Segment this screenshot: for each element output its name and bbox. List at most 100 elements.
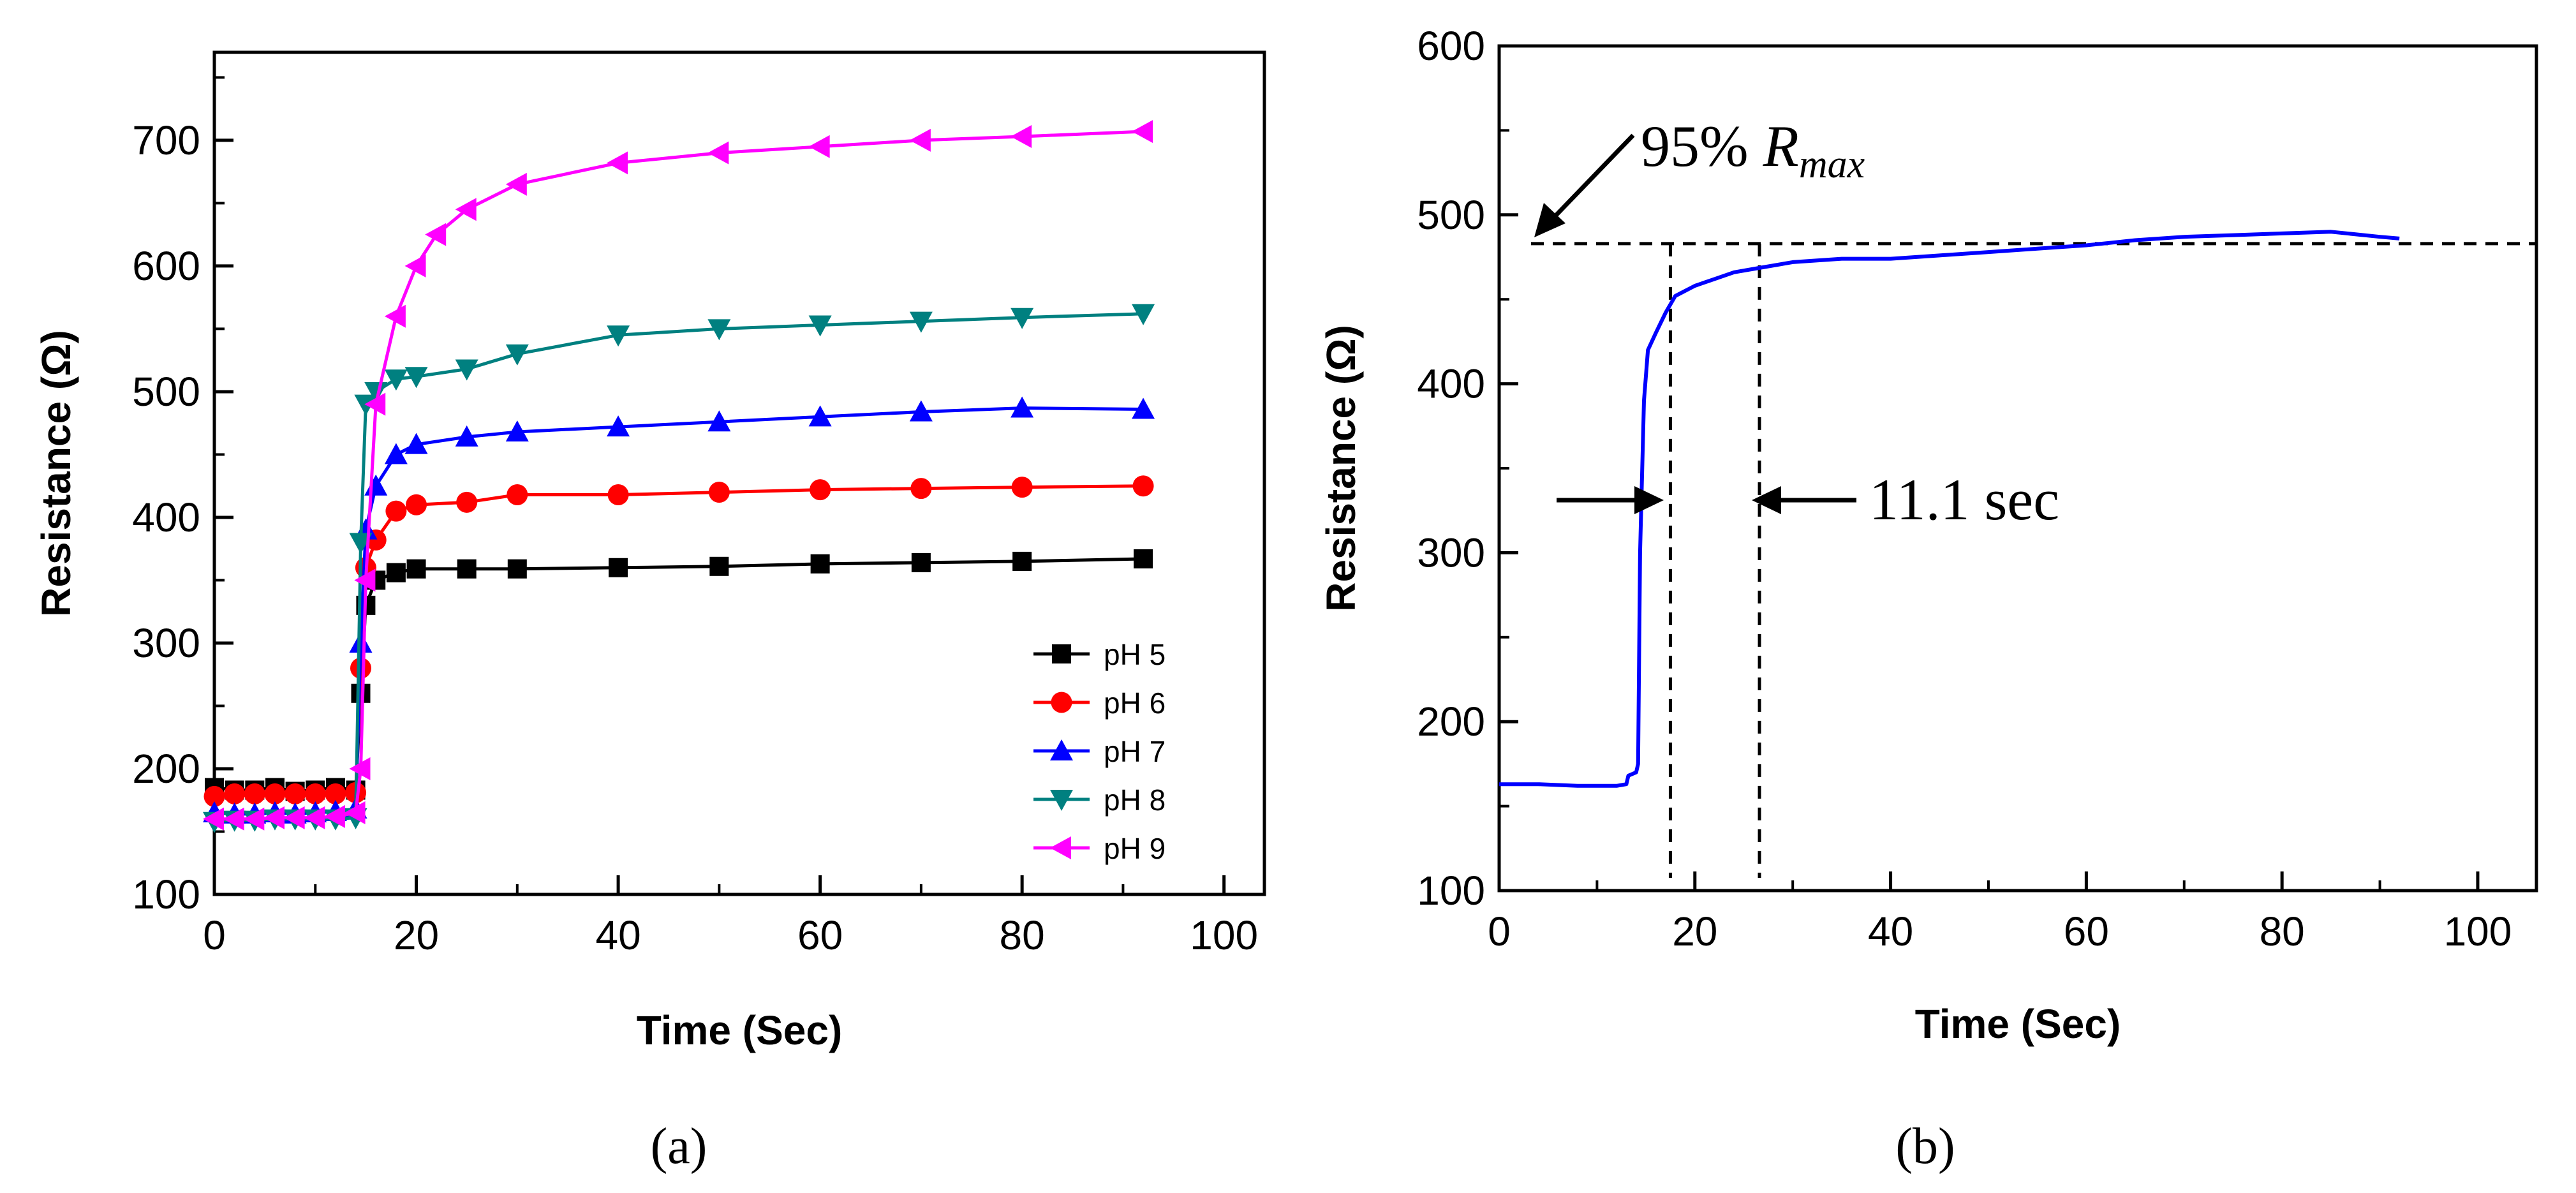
panel-a-data-point-ph-9 <box>243 807 265 831</box>
panel-b-x-tick-label: 100 <box>2444 908 2512 954</box>
panel-a-data-point-ph-6 <box>285 783 306 804</box>
panel-a-data-point-ph-7 <box>455 425 478 447</box>
rmax-annotation-symbol: R <box>1763 114 1799 179</box>
panel-b-chart: 100 200 300 400 500 600 0 20 40 60 80 100 Resistan… <box>1318 23 2538 1174</box>
panel-a-data-point-ph-9 <box>344 801 366 824</box>
panel-a-y-axis: 100 200 300 400 500 600 700 <box>132 76 233 917</box>
panel-b-x-axis-title: Time (Sec) <box>1915 1001 2121 1047</box>
panel-b-x-axis: 0 20 40 60 80 100 <box>1488 871 2512 954</box>
rise-start-arrow <box>1557 486 1664 514</box>
panel-a-series-line-ph-7 <box>214 406 1144 816</box>
panel-b-caption: (b) <box>1895 1118 1955 1174</box>
panel-a-x-tick-label: 0 <box>203 912 226 958</box>
panel-b-x-tick-label: 40 <box>1868 908 1913 954</box>
rmax-annotation-arrow <box>1534 133 1635 237</box>
panel-a-y-tick-label: 100 <box>132 871 200 917</box>
panel-a-data-point-ph-8 <box>505 344 529 366</box>
legend-label: pH 5 <box>1104 638 1166 671</box>
panel-a-data-point-ph-9 <box>607 151 628 175</box>
panel-a-data-point-ph-7 <box>707 410 731 432</box>
panel-a-x-tick-label: 100 <box>1190 912 1258 958</box>
panel-a-data-point-ph-6 <box>304 783 326 804</box>
panel-a-data-point-ph-9 <box>808 135 830 158</box>
panel-a-data-point-ph-6 <box>910 478 932 500</box>
panel-a-data-point-ph-5 <box>1134 549 1153 568</box>
panel-b-y-tick-label: 300 <box>1417 530 1485 575</box>
panel-a-data-point-ph-8 <box>607 325 630 347</box>
legend-label: pH 9 <box>1104 832 1166 865</box>
panel-a-data-point-ph-5 <box>810 554 830 574</box>
panel-a-data-point-ph-9 <box>707 141 729 165</box>
panel-a-data-point-ph-6 <box>708 482 730 503</box>
panel-a-data-point-ph-8 <box>349 533 373 554</box>
legend-label: pH 7 <box>1104 735 1166 768</box>
panel-a-series-group <box>203 120 1155 833</box>
panel-a-data-point-ph-9 <box>349 757 371 780</box>
panel-a-data-point-ph-6 <box>1011 477 1033 498</box>
panel-a-data-point-ph-6 <box>224 783 246 804</box>
panel-a-data-point-ph-9 <box>404 254 426 278</box>
panel-a-x-tick-label: 60 <box>797 912 843 958</box>
panel-b-y-tick-label: 200 <box>1417 699 1485 745</box>
panel-b-x-tick-label: 80 <box>2260 908 2305 954</box>
panel-b-series-line-response <box>1499 230 2400 788</box>
legend-marker <box>1051 692 1072 713</box>
rmax-annotation-prefix: 95% <box>1641 114 1763 179</box>
panel-b-y-tick-label: 600 <box>1417 23 1485 69</box>
panel-a-data-point-ph-5 <box>406 559 426 579</box>
panel-a-data-point-ph-6 <box>204 785 225 807</box>
panel-a-data-point-ph-6 <box>607 484 629 505</box>
panel-b-x-tick-label: 60 <box>2064 908 2109 954</box>
panel-a-data-point-ph-9 <box>283 806 305 829</box>
panel-a-data-point-ph-8 <box>1010 308 1034 329</box>
panel-a-y-axis-title: Resistance (Ω) <box>33 330 79 617</box>
panel-a-chart: 100 200 300 400 500 600 700 0 20 40 60 80 100 Resis… <box>33 50 1266 1174</box>
panel-a-y-tick-label: 600 <box>132 243 200 289</box>
panel-a-data-point-ph-7 <box>607 415 630 437</box>
panel-a-series-line-ph-6 <box>214 484 1144 798</box>
panel-a-x-tick-label: 40 <box>595 912 640 958</box>
panel-a-x-axis: 0 20 40 60 80 100 <box>203 875 1258 958</box>
panel-a-data-point-ph-8 <box>808 315 832 337</box>
panel-a-data-point-ph-8 <box>455 359 478 381</box>
panel-a-data-point-ph-8 <box>364 382 388 403</box>
panel-a-caption: (a) <box>651 1118 707 1174</box>
panel-a-data-point-ph-5 <box>609 558 628 577</box>
panel-a-data-point-ph-6 <box>385 500 407 522</box>
panel-a-data-point-ph-7 <box>1010 396 1034 418</box>
legend-label: pH 6 <box>1104 686 1166 720</box>
panel-a-data-point-ph-8 <box>354 394 378 416</box>
panel-a-x-axis-title: Time (Sec) <box>637 1007 843 1053</box>
panel-a-data-point-ph-6 <box>507 484 528 505</box>
panel-a-data-point-ph-9 <box>304 806 325 829</box>
panel-b-y-tick-label: 400 <box>1417 361 1485 407</box>
panel-a-data-point-ph-9 <box>203 807 224 831</box>
panel-a-data-point-ph-6 <box>456 491 478 513</box>
legend-marker <box>1050 790 1073 811</box>
panel-b-y-tick-label: 500 <box>1417 192 1485 238</box>
panel-b-y-axis: 100 200 300 400 500 600 <box>1417 23 1518 914</box>
panel-a-series-line-ph-9 <box>214 130 1144 821</box>
panel-a-data-point-ph-9 <box>425 223 447 246</box>
panel-a-legend: pH 5 pH 6 pH 7 pH 8 pH 9 <box>1033 638 1166 865</box>
panel-a-x-tick-label: 20 <box>394 912 439 958</box>
panel-a-data-point-ph-6 <box>406 494 427 515</box>
panel-a-data-point-ph-6 <box>325 783 346 804</box>
legend-label: pH 8 <box>1104 783 1166 817</box>
legend-marker <box>1052 644 1071 663</box>
panel-a-data-point-ph-8 <box>707 319 731 341</box>
panel-a-x-tick-label: 80 <box>1000 912 1045 958</box>
panel-a-data-point-ph-7 <box>808 405 832 427</box>
panel-b-y-tick-label: 100 <box>1417 868 1485 914</box>
panel-a-data-point-ph-9 <box>263 806 285 829</box>
panel-a-y-tick-label: 400 <box>132 494 200 540</box>
panel-a-data-point-ph-9 <box>364 392 386 416</box>
panel-a-data-point-ph-7 <box>909 400 933 422</box>
rmax-annotation-subscript: max <box>1799 143 1865 186</box>
panel-a-data-point-ph-5 <box>709 556 729 576</box>
response-time-label: 11.1 sec <box>1869 467 2059 532</box>
panel-a-data-point-ph-9 <box>1132 120 1153 144</box>
panel-a-data-point-ph-5 <box>457 559 477 579</box>
